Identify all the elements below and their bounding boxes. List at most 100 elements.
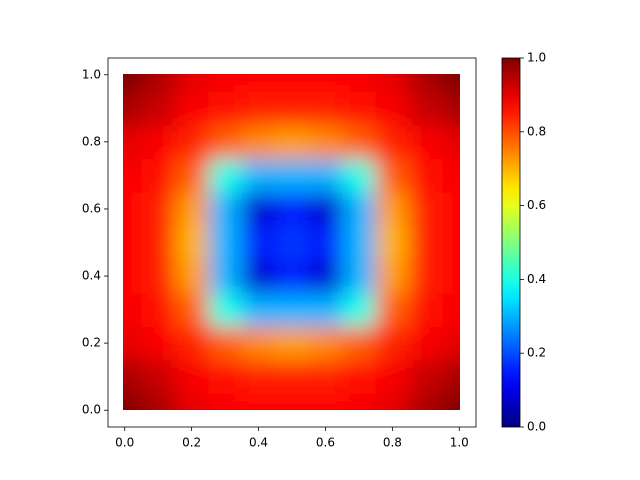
axes-frame [107,57,477,428]
heat-cell [123,192,142,227]
heat-cell [442,91,460,126]
heat-cell [241,225,276,260]
heat-cell [141,259,176,294]
heat-cell [409,158,444,193]
heat-cell [375,292,410,327]
heat-cell [375,225,410,260]
colorbar-tick-label: 0.0 [527,420,546,434]
heat-cell [174,91,209,126]
heat-cell [375,326,410,361]
heat-cell [241,393,276,410]
x-tick-label: 0.4 [249,436,268,450]
heat-cell [174,225,209,260]
heat-cell [141,393,176,410]
heat-cell [241,192,276,227]
heat-cell [375,259,410,294]
heat-cell [174,292,209,327]
heat-cell [174,326,209,361]
heat-cell [208,192,243,227]
heat-cell [342,225,377,260]
heat-cell [308,393,343,410]
heat-cell [141,359,176,394]
heat-cell [442,158,460,193]
colorbar [501,57,521,428]
heat-cell [123,292,142,327]
heat-cell [375,393,410,410]
heat-cell [409,74,444,93]
heat-cell [308,158,343,193]
heat-cell [208,125,243,160]
heat-cell [123,259,142,294]
heat-cell [442,259,460,294]
heat-cell [442,393,460,410]
heat-cell [208,158,243,193]
heat-cell [442,292,460,327]
heat-cell [342,192,377,227]
heat-cell [409,326,444,361]
heat-cell [442,125,460,160]
heat-cell [342,74,377,93]
heat-cell [275,91,310,126]
heat-cell [409,393,444,410]
heat-cell [241,158,276,193]
heat-cell [141,192,176,227]
heat-cell [123,225,142,260]
heat-cell [308,359,343,394]
heat-cell [123,158,142,193]
heat-cell [123,393,142,410]
heat-cell [342,326,377,361]
heat-cell [174,125,209,160]
heat-cell [375,125,410,160]
heat-cell [308,292,343,327]
heat-cell [275,74,310,93]
heat-cell [275,326,310,361]
colorbar-tick-label: 0.8 [527,124,546,138]
heat-cell [308,225,343,260]
heat-cell [241,125,276,160]
heat-cell [308,326,343,361]
heat-cell [409,125,444,160]
heat-cell [141,91,176,126]
heat-cell [241,91,276,126]
heat-cell [174,74,209,93]
heat-cell [342,393,377,410]
heat-cell [409,292,444,327]
heat-cell [275,225,310,260]
y-tick-label: 0.2 [82,336,101,350]
heat-cell [275,292,310,327]
heat-cell [442,74,460,93]
heat-cell [141,326,176,361]
heat-cell [123,359,142,394]
heat-cell [409,192,444,227]
heat-cell [241,259,276,294]
heat-cell [208,74,243,93]
heat-cell [141,125,176,160]
heat-cell [308,192,343,227]
x-tick-label: 0.8 [383,436,402,450]
heat-cell [409,359,444,394]
heat-cell [342,91,377,126]
heat-cell [442,326,460,361]
x-tick-label: 0.2 [182,436,201,450]
y-tick-label: 0.8 [82,134,101,148]
heat-cell [442,225,460,260]
heat-cell [342,359,377,394]
heat-cell [141,292,176,327]
heat-cell [208,259,243,294]
colorbar-tick-label: 1.0 [527,51,546,65]
heat-cell [442,192,460,227]
heat-cell [275,192,310,227]
heat-cell [275,359,310,394]
heat-cell [141,225,176,260]
y-tick-label: 0.0 [82,403,101,417]
heat-cell [241,74,276,93]
heat-cell [308,259,343,294]
heat-cell [241,359,276,394]
heat-cell [375,91,410,126]
heat-cell [174,259,209,294]
heat-cell [275,125,310,160]
heat-cell [342,125,377,160]
heat-cell [123,74,142,93]
heat-cell [442,359,460,394]
